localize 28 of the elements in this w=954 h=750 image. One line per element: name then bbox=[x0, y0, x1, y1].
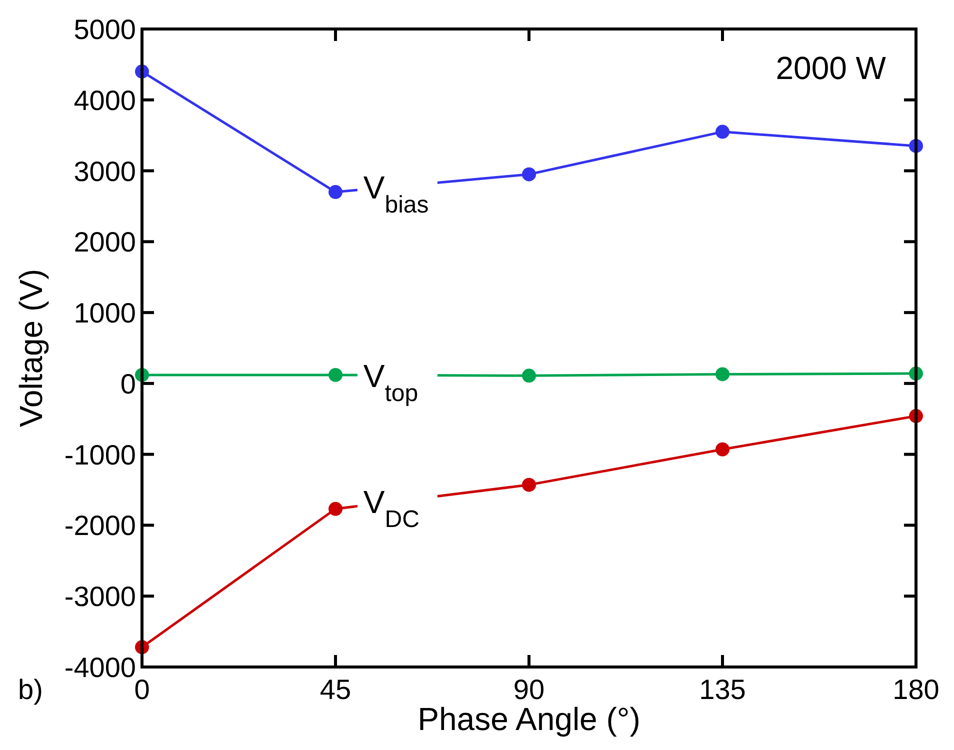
y-tick-label: 3000 bbox=[74, 156, 136, 187]
point bbox=[328, 502, 342, 516]
y-tick-label: 4000 bbox=[74, 84, 136, 116]
y-tick-label: 1000 bbox=[74, 298, 136, 329]
x-tick-label: 180 bbox=[892, 674, 940, 705]
point bbox=[328, 368, 342, 382]
y-tick-label: 0 bbox=[120, 368, 136, 400]
y-tick-label: -1000 bbox=[64, 439, 136, 470]
x-tick-label: 135 bbox=[699, 674, 746, 705]
text: b) bbox=[18, 674, 43, 705]
y-axis-title: Voltage (V) bbox=[13, 268, 49, 428]
y-tick-label: 5000 bbox=[74, 14, 136, 45]
point bbox=[716, 124, 730, 139]
annotation: 2000 W bbox=[776, 50, 887, 86]
y-tick-label: -3000 bbox=[64, 581, 136, 612]
y-tick-label: -4000 bbox=[64, 652, 136, 683]
point bbox=[522, 478, 536, 492]
x-tick-label: 45 bbox=[320, 674, 352, 705]
point bbox=[522, 167, 536, 182]
point bbox=[328, 185, 342, 200]
series-label: V$_{top}$ bbox=[363, 358, 418, 407]
series-label: V$_{DC}$ bbox=[363, 484, 420, 533]
point bbox=[716, 367, 730, 382]
y-tick-label: -2000 bbox=[64, 510, 136, 542]
point bbox=[522, 368, 536, 383]
point bbox=[716, 442, 730, 456]
y-tick-label: 2000 bbox=[74, 226, 136, 258]
series-label: V$_{bias}$ bbox=[363, 169, 429, 218]
